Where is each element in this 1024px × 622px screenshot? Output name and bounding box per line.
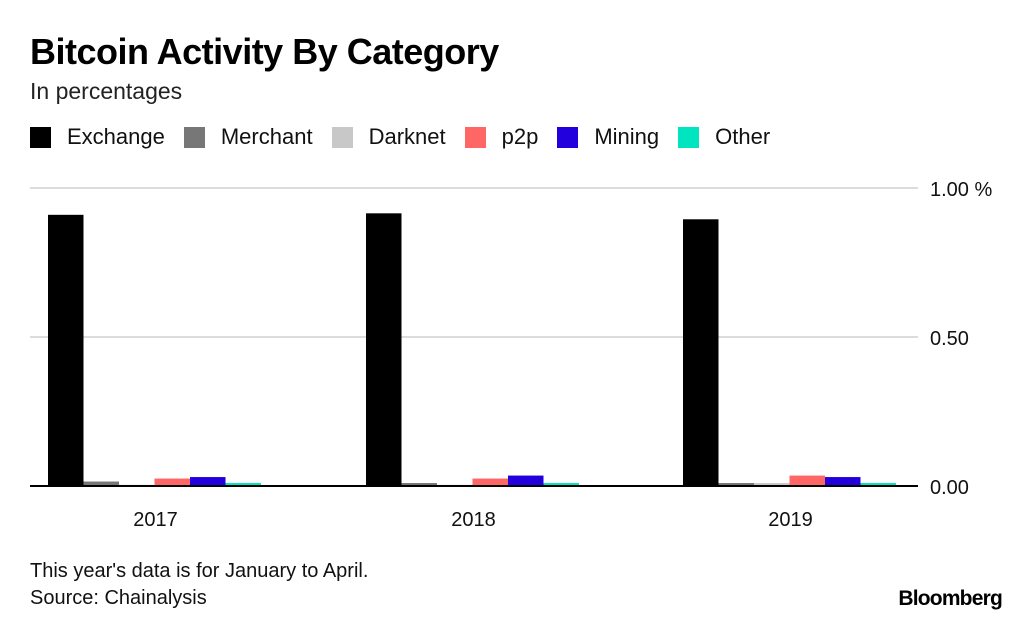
legend-swatch — [30, 126, 51, 148]
legend-label: Merchant — [220, 124, 313, 149]
bar-exchange-2018 — [366, 213, 402, 486]
legend-swatch — [678, 126, 700, 148]
legend-item-other: Other — [678, 123, 770, 151]
x-tick-label: 2019 — [768, 509, 813, 531]
bar-other-2019 — [860, 483, 896, 486]
legend-swatch — [331, 126, 353, 148]
y-tick-label: 0.50 — [930, 328, 969, 350]
bar-merchant-2019 — [718, 483, 754, 486]
legend-swatch — [464, 126, 486, 148]
footnote: This year's data is for January to April… — [30, 560, 369, 582]
bar-merchant-2017 — [83, 481, 119, 486]
bloomberg-logo: Bloomberg — [898, 587, 1002, 610]
bar-mining-2018 — [508, 475, 544, 486]
bar-merchant-2018 — [401, 483, 437, 486]
legend-swatch — [183, 126, 205, 148]
bar-other-2017 — [225, 483, 261, 486]
legend-item-exchange: Exchange — [30, 123, 165, 151]
legend-item-merchant: Merchant — [183, 123, 313, 151]
bar-mining-2017 — [190, 477, 226, 486]
chart-legend: Exchange Merchant Darknet p2p Mining Other — [30, 122, 789, 152]
legend-swatch — [557, 126, 579, 148]
bar-exchange-2019 — [683, 219, 719, 486]
legend-item-p2p: p2p — [464, 123, 539, 151]
chart-title: Bitcoin Activity By Category — [30, 31, 499, 72]
bar-p2p-2019 — [789, 475, 825, 486]
legend-item-darknet: Darknet — [331, 123, 446, 151]
bar-darknet-2019 — [754, 483, 790, 486]
y-tick-label: 0.00 — [930, 477, 969, 499]
source-note: Source: Chainalysis — [30, 587, 207, 609]
legend-label: Other — [715, 124, 771, 149]
x-tick-label: 2017 — [133, 509, 178, 531]
chart-subtitle: In percentages — [30, 78, 183, 104]
bar-chart: 0.00 0.50 1.00 % 2017 2018 2019 — [30, 179, 992, 531]
bar-p2p-2018 — [472, 478, 508, 486]
x-tick-label: 2018 — [451, 509, 496, 531]
legend-label: p2p — [501, 124, 539, 149]
bar-exchange-2017 — [48, 214, 84, 486]
legend-item-mining: Mining — [557, 123, 659, 151]
bar-p2p-2017 — [154, 478, 190, 486]
y-tick-label: 1.00 % — [930, 179, 992, 201]
legend-label: Mining — [594, 124, 660, 149]
legend-label: Exchange — [67, 124, 165, 149]
bar-other-2018 — [543, 483, 579, 486]
bar-mining-2019 — [825, 477, 861, 486]
legend-label: Darknet — [368, 124, 446, 149]
